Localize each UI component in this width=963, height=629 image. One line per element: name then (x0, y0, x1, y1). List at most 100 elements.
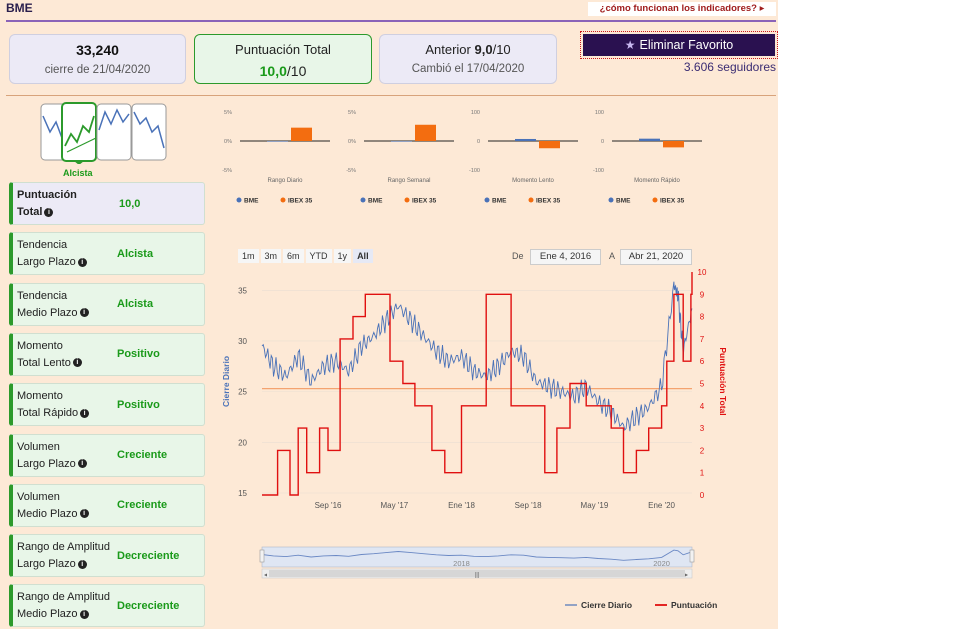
indicator-card: Volumen Largo Plazo i Creciente (9, 433, 205, 477)
mini-legend-marker (528, 197, 534, 203)
indicator-value: Positivo (117, 348, 160, 361)
trend-line-3 (98, 108, 130, 131)
navigator-tick-label: 2020 (653, 559, 670, 568)
range-button-ytd[interactable]: YTD (305, 249, 332, 263)
info-icon[interactable]: i (79, 308, 89, 318)
indicator-value: Decreciente (117, 599, 180, 612)
mini-legend-label: IBEX 35 (660, 198, 685, 205)
indicator-card: Rango de Amplitud Largo Plazo i Decreciente (9, 534, 205, 578)
info-icon[interactable]: i (44, 207, 54, 217)
scroll-right-icon: ▸ (685, 573, 688, 579)
info-icon[interactable]: i (77, 559, 87, 569)
range-button-all[interactable]: All (353, 249, 373, 263)
to-label: A (609, 251, 616, 261)
indicator-card: Tendencia Medio Plazo i Alcista (9, 282, 205, 326)
info-icon[interactable]: i (79, 609, 89, 619)
score-suffix: /10 (286, 63, 307, 79)
ticker-title: BME (6, 1, 33, 15)
indicator-label-line1: Volumen (17, 490, 60, 503)
indicator-label-line1: Puntuación (17, 189, 77, 201)
mini-bar-ibex-35 (415, 124, 436, 141)
mini-legend-marker (652, 197, 658, 203)
y2-tick-label: 8 (700, 313, 705, 322)
info-icon[interactable]: i (77, 459, 87, 469)
mini-legend-marker (484, 197, 490, 203)
y-tick-label: 20 (238, 438, 247, 447)
mini-chart-label: Rango Diario (267, 178, 303, 184)
indicator-label-text: Largo Plazo (17, 558, 76, 571)
indicator-value: Alcista (117, 298, 154, 311)
info-icon[interactable]: i (79, 509, 89, 519)
indicator-label-line1: Momento (17, 339, 63, 352)
range-selector: 1m 3m 6m YTD 1y All (238, 249, 373, 263)
y-tick-label: 30 (238, 337, 247, 346)
info-icon[interactable]: i (72, 358, 82, 368)
indicator-label: Rango de Amplitud Medio Plazo i (17, 589, 121, 623)
mini-legend-label: IBEX 35 (536, 198, 561, 205)
indicator-label-text: Medio Plazo (17, 608, 78, 621)
mini-bar-bme (391, 141, 412, 142)
indicators-help-link[interactable]: ¿cómo funcionan los indicadores? ▸ (588, 2, 776, 16)
navigator-tick-label: 2018 (453, 559, 470, 568)
mini-legend-marker (236, 197, 242, 203)
trend-panel-bullish (61, 102, 97, 162)
mini-legend-label: BME (368, 198, 383, 205)
indicator-card: Momento Total Rápido i Positivo (9, 383, 205, 427)
indicator-label: Volumen Largo Plazo i (17, 439, 121, 473)
indicator-value: Alcista (117, 247, 154, 260)
mini-y-tick: -5% (222, 168, 232, 174)
info-icon[interactable]: i (77, 257, 87, 267)
indicator-label: Puntuación Total i (17, 187, 121, 221)
mini-y-tick: 5% (224, 110, 232, 116)
price-caption: cierre de 21/04/2020 (44, 64, 151, 76)
previous-suffix: /10 (492, 42, 511, 57)
indicator-label-line1: Rango de Amplitud (17, 541, 110, 554)
trend-arrow (66, 137, 97, 153)
y2-tick-label: 0 (700, 491, 705, 500)
indicator-label-text: Medio Plazo (17, 507, 78, 520)
indicator-label-line2: Medio Plazo i (17, 506, 121, 523)
indicator-label: Momento Total Lento i (17, 338, 121, 372)
main-chart: 15 20 25 30 35 0 1 2 3 4 5 6 7 8 9 10 Sep '16 May '17 Ene … (221, 268, 728, 610)
y2-tick-label: 10 (698, 268, 707, 277)
indicator-card: Volumen Medio Plazo i Creciente (9, 483, 205, 527)
mini-legend-label: IBEX 35 (288, 198, 313, 205)
indicator-label-line2: Total Rápido i (17, 405, 121, 422)
score-value-line: 10,0/10 (195, 63, 371, 79)
indicator-label-text: Total Lento (17, 356, 71, 369)
previous-score-line: Anterior 9,0/10 (380, 42, 556, 57)
y2-tick-label: 2 (700, 446, 705, 455)
y2-tick-label: 5 (700, 380, 705, 389)
y-tick-label: 25 (238, 388, 247, 397)
navigator-left-handle (259, 549, 265, 563)
x-tick-label: Sep '18 (515, 501, 542, 510)
y2-tick-label: 3 (700, 424, 705, 433)
range-button-1y[interactable]: 1y (333, 249, 352, 263)
mini-chart-label: Momento Rápido (634, 178, 680, 184)
star-icon: ★ (624, 38, 636, 52)
legend-label-cierre: Cierre Diario (581, 600, 632, 610)
trend-line-4 (133, 111, 165, 149)
from-date-input[interactable]: Ene 4, 2016 (530, 249, 601, 265)
indicator-label: Tendencia Medio Plazo i (17, 288, 121, 322)
y2-tick-label: 4 (700, 402, 705, 411)
range-button-3m[interactable]: 3m (260, 249, 282, 263)
y-tick-label: 35 (238, 286, 247, 295)
range-button-6m[interactable]: 6m (283, 249, 304, 263)
indicator-label-line2: Largo Plazo i (17, 556, 121, 573)
to-date-input[interactable]: Abr 21, 2020 (620, 249, 692, 265)
trend-label: Alcista (63, 168, 93, 178)
mini-bar-bme (639, 138, 660, 141)
info-icon[interactable]: i (80, 408, 90, 418)
indicator-card: Rango de Amplitud Medio Plazo i Decreciente (9, 584, 205, 628)
y-tick-label: 15 (238, 489, 247, 498)
remove-favorite-button[interactable]: ★ Eliminar Favorito (583, 34, 775, 56)
indicator-label-line2: Largo Plazo i (17, 456, 121, 473)
range-button-1m[interactable]: 1m (238, 249, 259, 263)
score-title: Puntuación Total (235, 42, 331, 57)
indicator-label: Volumen Medio Plazo i (17, 489, 121, 523)
navigator-right-handle (689, 549, 695, 563)
mini-y-tick: 0 (477, 139, 480, 145)
previous-value: 9,0 (474, 42, 493, 57)
indicator-label-line2: Medio Plazo i (17, 606, 121, 623)
